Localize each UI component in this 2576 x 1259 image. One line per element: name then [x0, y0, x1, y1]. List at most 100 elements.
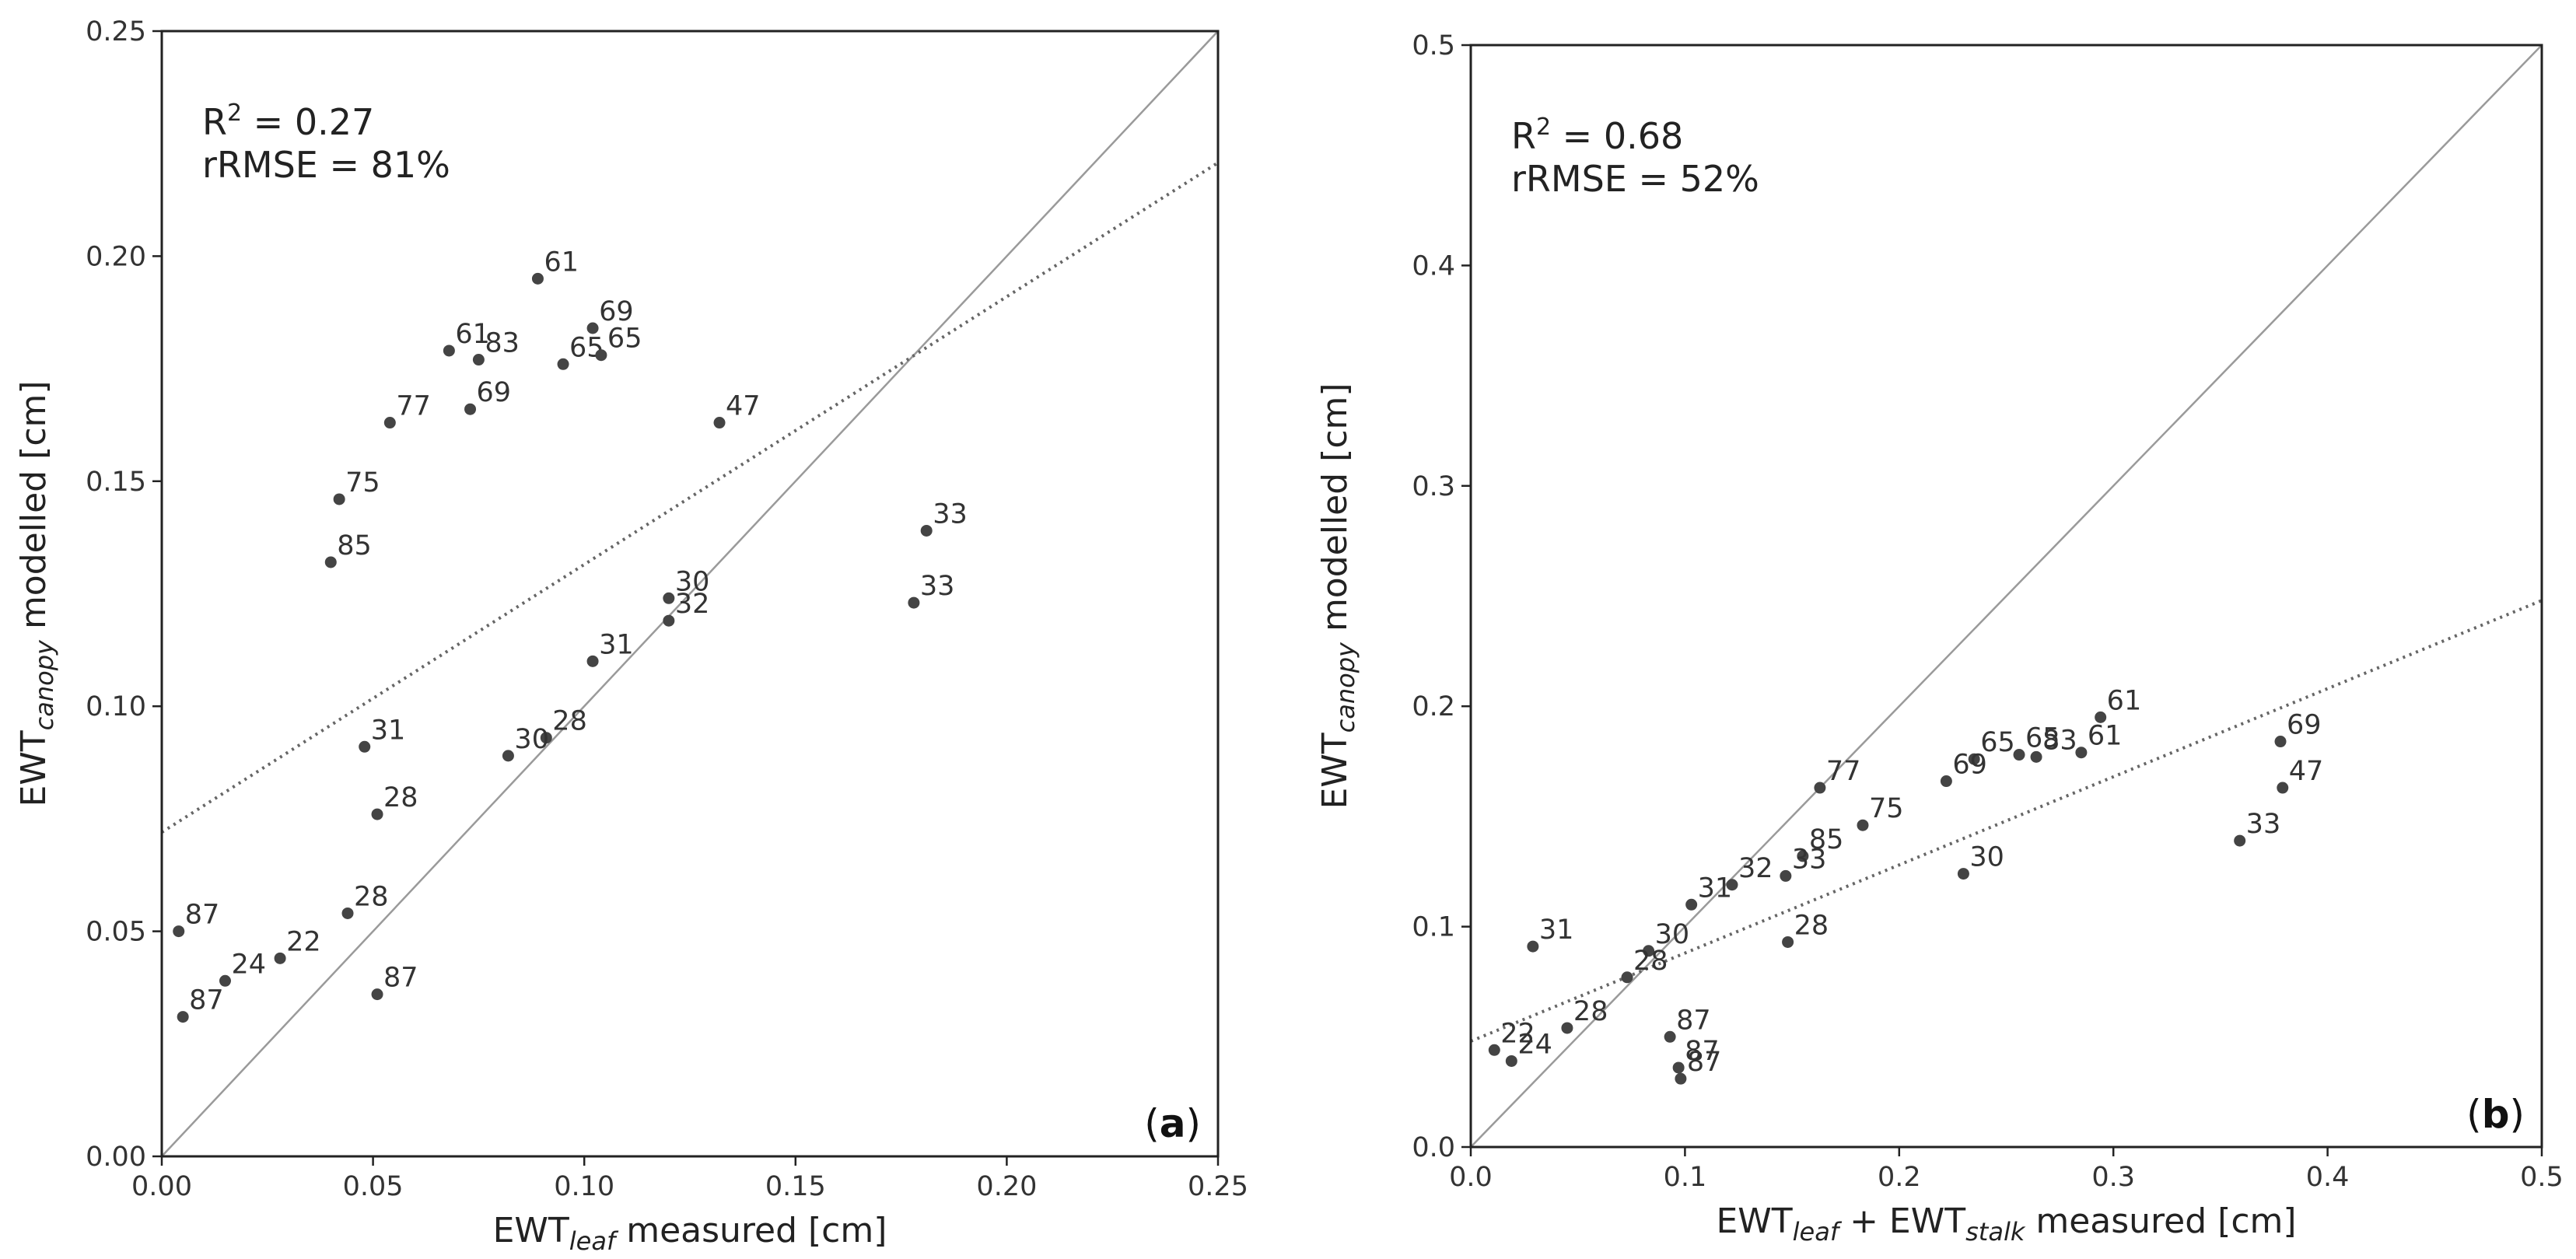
data-point — [586, 322, 599, 334]
x-tick-label: 0.1 — [1664, 1162, 1707, 1193]
data-point-label: 69 — [599, 296, 634, 327]
data-point-label: 30 — [514, 724, 549, 755]
rrmse-annotation: rRMSE = 81% — [202, 144, 450, 186]
panel-label-paren: ) — [1185, 1101, 1201, 1146]
data-point-label: 28 — [383, 782, 418, 813]
data-point-label: 85 — [337, 530, 372, 561]
data-point — [274, 952, 286, 964]
data-point — [2277, 782, 2289, 794]
data-point — [1797, 850, 1809, 862]
data-point-label: 69 — [477, 377, 512, 408]
y-tick-label: 0.00 — [86, 1142, 146, 1173]
data-point — [586, 655, 599, 667]
panel-label-letter: a — [1160, 1101, 1186, 1146]
r-squared-superscript: 2 — [1536, 114, 1551, 141]
y-tick-label: 0.1 — [1412, 912, 1455, 943]
data-point-label: 31 — [599, 629, 634, 660]
data-point — [371, 988, 383, 1001]
panel-label-paren: ( — [1144, 1101, 1160, 1146]
panel-a: 0.00 0.05 0.10 0.15 0.20 0.25 0.00 0.05 0.10 0.15… — [14, 16, 1248, 1256]
data-point-label: 65 — [607, 323, 642, 355]
data-point-label: 77 — [396, 391, 431, 422]
data-point-label: 47 — [2289, 756, 2324, 787]
y-tick-label: 0.15 — [86, 467, 146, 498]
data-point-label: 28 — [354, 881, 389, 912]
data-point-label: 47 — [726, 391, 761, 422]
data-point — [595, 349, 607, 362]
data-point-label: 32 — [1738, 853, 1773, 884]
data-point — [2095, 711, 2107, 723]
data-point-label: 24 — [1517, 1029, 1552, 1060]
one-to-one-line — [162, 31, 1218, 1156]
r-squared-text: = 0.68 — [1551, 115, 1683, 157]
data-point — [531, 272, 544, 285]
y-axis-label: EWTcanopy modelled [cm] — [1315, 383, 1360, 809]
x-tick-label: 0.4 — [2306, 1162, 2350, 1193]
data-point-label: 28 — [552, 706, 587, 737]
data-point-label: 30 — [675, 566, 710, 597]
data-point — [1488, 1044, 1500, 1056]
x-tick-label: 0.20 — [976, 1171, 1037, 1202]
data-point-label: 22 — [286, 926, 321, 957]
data-point-label: 69 — [1952, 750, 1987, 781]
data-point — [1782, 936, 1794, 948]
r-squared-annotation: R2 = 0.68 — [1511, 114, 1683, 157]
y-axis-label-text: modelled [cm] — [1315, 383, 1355, 642]
x-tick-label: 0.0 — [1449, 1162, 1493, 1193]
data-point-label: 87 — [189, 985, 224, 1016]
data-point-label: 61 — [2088, 721, 2123, 752]
data-point-label: 87 — [383, 963, 418, 994]
data-point-label: 77 — [1826, 756, 1861, 787]
x-axis-label-text: EWT — [493, 1211, 569, 1250]
data-point-label: 30 — [1655, 919, 1690, 950]
y-axis-label-subscript: canopy — [1331, 642, 1360, 733]
data-point-label: 83 — [2042, 725, 2077, 756]
y-axis-label-subscript: canopy — [30, 639, 59, 730]
data-point-label: 33 — [920, 571, 955, 602]
y-tick-label: 0.10 — [86, 691, 146, 722]
x-tick-label: 0.05 — [343, 1171, 404, 1202]
data-point-label: 31 — [1698, 873, 1733, 904]
x-axis-label-text: EWT — [1716, 1201, 1792, 1241]
data-point-label: 75 — [345, 467, 380, 498]
data-point — [1968, 753, 1980, 765]
data-point-label: 31 — [371, 715, 406, 746]
data-point-label: 83 — [485, 328, 520, 359]
y-tick-label: 0.25 — [86, 16, 146, 47]
data-point — [2030, 750, 2042, 763]
data-point — [219, 974, 231, 987]
rrmse-annotation: rRMSE = 52% — [1511, 158, 1759, 200]
data-point — [557, 358, 569, 370]
data-point — [502, 750, 514, 762]
data-point — [341, 907, 354, 919]
y-axis-label: EWTcanopy modelled [cm] — [14, 380, 59, 806]
data-point — [2075, 747, 2088, 759]
panel-label-letter: b — [2482, 1092, 2510, 1137]
data-point — [1726, 879, 1738, 891]
data-point — [1672, 1061, 1685, 1074]
data-point — [1857, 819, 1869, 831]
data-point — [713, 417, 726, 429]
data-point-label: 32 — [675, 589, 710, 620]
regression-fit-line — [162, 161, 1218, 834]
x-tick-label: 0.5 — [2520, 1162, 2564, 1193]
data-point — [2234, 834, 2246, 847]
x-tick-label: 0.25 — [1188, 1171, 1248, 1202]
data-point — [177, 1011, 189, 1023]
data-point-label: 28 — [1573, 996, 1608, 1027]
r-squared-text: R — [1511, 115, 1536, 157]
y-tick-label: 0.2 — [1412, 691, 1455, 722]
data-point — [1505, 1054, 1517, 1067]
data-point — [540, 732, 552, 744]
panel-label: (b) — [2466, 1092, 2525, 1137]
x-tick-label: 0.3 — [2091, 1162, 2135, 1193]
data-point — [1643, 945, 1655, 957]
data-point-label: 75 — [1869, 793, 1904, 824]
data-point — [1621, 971, 1633, 984]
x-tick-label: 0.00 — [131, 1171, 192, 1202]
plot-frame — [1469, 44, 2543, 1149]
data-point — [908, 596, 920, 609]
y-tick-label: 0.5 — [1412, 30, 1455, 61]
data-point — [663, 614, 675, 627]
data-point — [663, 592, 675, 604]
